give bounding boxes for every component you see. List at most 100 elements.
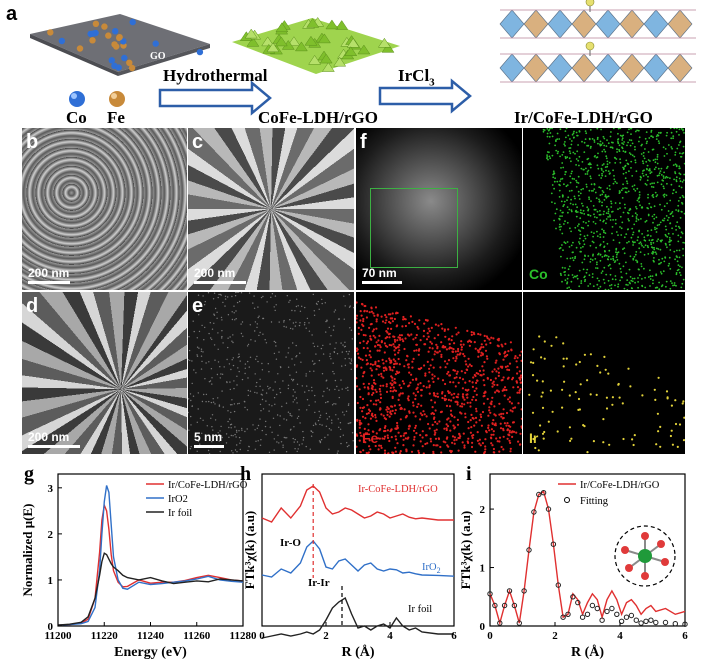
element-dot [373,314,376,317]
element-dot [583,151,586,153]
element-dot [208,361,210,363]
element-dot [499,422,502,425]
element-dot [407,385,410,388]
element-dot [633,255,636,258]
element-dot [494,391,497,394]
element-dot [560,255,562,258]
fit-point [555,582,561,588]
element-dot [361,406,364,410]
element-dot [541,432,545,435]
element-dot [599,254,602,256]
element-dot [678,227,681,229]
element-dot [573,195,576,198]
element-dot [609,219,612,221]
octahedron [523,53,549,83]
element-dot [264,425,267,428]
element-dot [461,387,464,390]
element-dot [443,360,447,363]
element-dot [379,444,383,447]
element-dot [329,343,331,345]
ldh-flake [325,19,339,30]
element-dot [675,130,678,133]
element-dot [453,377,456,380]
element-dot [398,349,401,352]
element-dot [640,263,643,265]
element-dot [217,397,219,399]
element-dot [640,243,643,245]
element-dot [429,440,433,443]
element-dot [470,445,474,449]
element-dot [650,206,653,209]
element-dot [217,296,219,299]
element-dot [308,322,310,324]
element-dot [268,451,271,453]
element-dot [369,367,372,370]
element-dot [507,398,510,401]
element-dot [409,315,412,318]
element-dot [645,173,648,176]
element-dot [393,381,396,384]
element-dot [348,444,350,447]
element-dot [497,345,500,348]
element-dot [196,337,198,339]
fe-atom [113,43,120,50]
element-dot [518,354,521,357]
element-dot [609,273,612,276]
element-dot [642,155,645,157]
element-dot [571,177,574,180]
element-dot [205,401,207,403]
element-dot [427,327,430,330]
element-dot [379,393,382,396]
element-dot [676,128,678,130]
element-dot [500,343,503,346]
element-dot [413,435,416,439]
element-dot [434,323,437,326]
element-dot [453,442,456,445]
element-dot [666,176,669,179]
element-dot [325,401,327,404]
element-dot [347,353,349,355]
element-dot [576,225,579,227]
element-dot [567,268,570,271]
element-dot [274,295,277,297]
element-dot [464,388,467,391]
element-dot [296,298,298,300]
element-dot [669,434,672,438]
element-dot [473,373,476,377]
element-dot [601,169,603,171]
element-dot [406,363,409,366]
element-dot [392,343,395,346]
element-dot [620,234,623,236]
element-dot [551,184,554,186]
element-dot [238,300,241,303]
element-dot [566,206,569,208]
element-dot [558,218,561,220]
element-dot [343,295,345,297]
element-dot [595,246,597,249]
fit-point [589,602,596,609]
element-dot [450,393,453,396]
element-dot [666,236,669,238]
element-dot [198,314,200,316]
element-dot [192,395,195,397]
element-dot [414,397,417,401]
element-dot [483,334,486,337]
element-dot [369,363,372,366]
element-dot [519,443,522,446]
element-dot [655,253,658,255]
element-dot [232,452,234,454]
element-dot [622,211,625,214]
element-dot [578,198,581,200]
element-dot [610,287,613,290]
element-dot [342,344,344,346]
element-dot [379,390,382,393]
element-dot [582,245,584,248]
element-dot [619,134,622,137]
element-dot [363,433,366,436]
element-dot [677,225,680,228]
element-dot [196,421,198,423]
element-dot [622,183,624,186]
element-dot [238,370,240,373]
element-dot [646,230,649,232]
element-dot [573,136,575,139]
